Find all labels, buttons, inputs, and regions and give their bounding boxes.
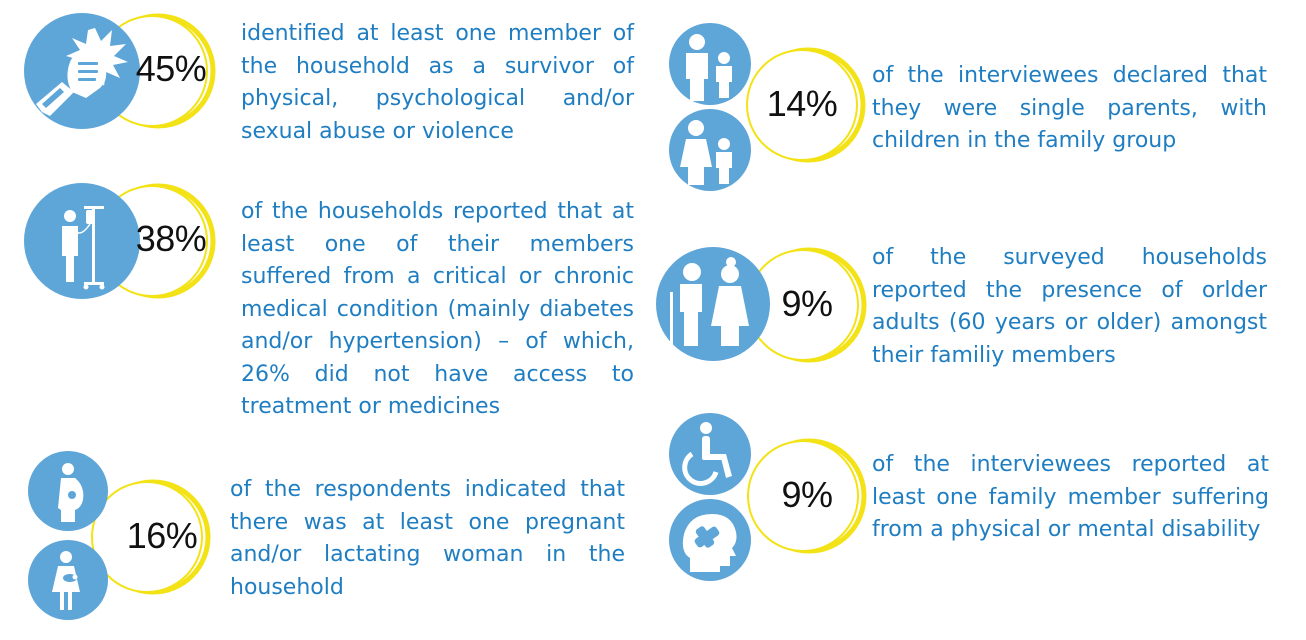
stat-percent: 9% — [781, 283, 833, 324]
fist-icon — [36, 28, 128, 116]
pregnant-woman-icon — [58, 463, 84, 522]
stat-description: of the households reported that at least… — [241, 199, 634, 419]
stat-description: of the surveyed households reported the … — [872, 245, 1267, 368]
stat-percent: 38% — [135, 218, 207, 259]
patient-iv-drip-icon — [62, 206, 105, 290]
stat-description: of the interviewees reported at least on… — [872, 452, 1269, 542]
stat-percent: 9% — [781, 474, 833, 515]
stat-percent: 45% — [135, 48, 207, 89]
stat-description: of the respondents indicated that there … — [230, 477, 625, 600]
stat-percent: 14% — [766, 83, 838, 124]
lactating-mother-icon — [52, 551, 80, 610]
brain-bandage-icon — [694, 526, 720, 548]
father-and-child-icon — [686, 34, 732, 101]
mother-and-child-icon — [680, 120, 732, 185]
stat-percent: 16% — [126, 515, 198, 556]
stat-description: of the interviewees declared that they w… — [872, 63, 1267, 153]
ring-graphic — [24, 183, 216, 299]
stat-description: identified at least one member of the ho… — [241, 21, 634, 144]
elderly-couple-icon — [670, 257, 749, 348]
wheelchair-icon — [0, 0, 900, 620]
